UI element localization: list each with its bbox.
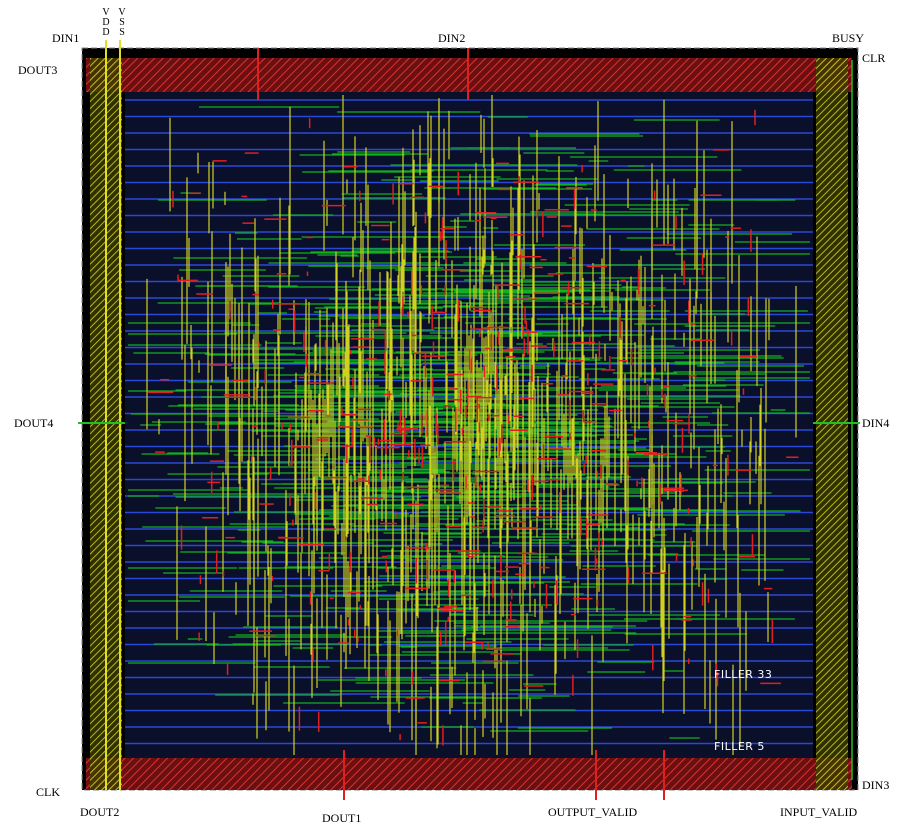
pin-label: CLR — [862, 52, 885, 64]
pin-label: CLK — [36, 786, 60, 798]
pin-label: DOUT3 — [18, 64, 57, 76]
pin-label: DOUT1 — [322, 812, 361, 824]
layout-screenshot: DIN1 DIN2 BUSY DOUT3 CLR DOUT4 DIN4 CLK … — [0, 0, 908, 829]
pin-label: OUTPUT_VALID — [548, 806, 637, 818]
pin-label: DIN4 — [862, 417, 889, 429]
bottom-power-rail — [86, 758, 852, 790]
pin-label: BUSY — [832, 32, 864, 44]
cell-label: FILLER 5 — [714, 740, 765, 753]
pin-label: DIN2 — [438, 32, 465, 44]
cell-label: FILLER 33 — [714, 668, 772, 681]
pin-label: DIN3 — [862, 779, 889, 791]
rail-label: VSS — [118, 8, 126, 38]
rail-label: VDD — [102, 8, 110, 38]
pin-label: DIN1 — [52, 32, 79, 44]
pin-label: DOUT2 — [80, 806, 119, 818]
chip-layout — [0, 0, 908, 829]
pin-label: INPUT_VALID — [780, 806, 857, 818]
pin-label: DOUT4 — [14, 417, 53, 429]
